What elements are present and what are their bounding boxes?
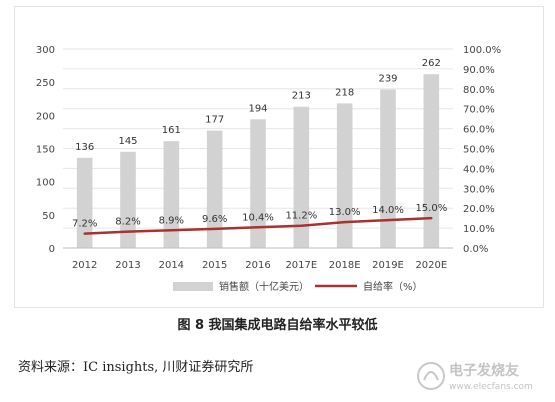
x-tick-label: 2019E	[372, 260, 404, 271]
line-value-label: 11.2%	[285, 211, 317, 222]
bar	[206, 130, 223, 248]
bar-value-label: 239	[378, 73, 397, 84]
line-point	[213, 227, 216, 231]
line-value-label: 7.2%	[72, 219, 97, 230]
line-value-label: 8.2%	[115, 217, 140, 228]
bar	[120, 151, 136, 248]
x-tick-label: 2014	[159, 260, 184, 271]
bar-value-label: 194	[248, 103, 267, 114]
y2-tick-label: 90.0%	[463, 65, 495, 76]
y2-tick-label: 30.0%	[463, 184, 495, 195]
y2-tick-label: 50.0%	[463, 145, 495, 156]
x-tick-label: 2015	[202, 260, 227, 271]
y-tick-label: 0	[49, 244, 55, 255]
bar-value-label: 262	[422, 58, 441, 69]
line-point	[170, 229, 173, 232]
line-point	[126, 230, 130, 233]
line-value-label: 10.4%	[242, 212, 274, 223]
y2-tick-label: 10.0%	[463, 224, 495, 235]
chart: 0 50 100 150 200 250 300 0.0% 10.0% 20.0% 30.0% 40.…	[36, 45, 501, 293]
x-tick-label: 2016	[245, 260, 270, 271]
y2-tick-label: 0.0%	[463, 244, 488, 255]
y2-tick-label: 60.0%	[463, 125, 495, 136]
line-point	[300, 224, 303, 227]
watermark-emblem-icon	[417, 362, 445, 390]
y-tick-label: 150	[36, 145, 55, 156]
x-tick-label: 2018E	[329, 260, 361, 271]
line-value-label: 9.6%	[202, 214, 227, 225]
chart-panel: 0 50 100 150 200 250 300 0.0% 10.0% 20.0% 30.0% 40.…	[14, 6, 544, 308]
x-tick-label: 2020E	[415, 260, 447, 271]
bar-value-label: 213	[292, 91, 311, 102]
x-tick-label: 2013	[115, 260, 140, 271]
legend-label-bars: 销售额（十亿美元）	[219, 280, 309, 293]
figure-caption: 图 8 我国集成电路自给率水平较低	[177, 318, 378, 333]
y2-tick-label: 70.0%	[463, 105, 495, 116]
source-note: 资料来源：IC insights, 川财证券研究所	[18, 360, 254, 375]
line-point	[386, 218, 390, 222]
line-value-label: 14.0%	[372, 205, 404, 216]
line-value-label: 8.9%	[159, 215, 184, 226]
bar-value-label: 177	[205, 115, 224, 126]
bar	[250, 119, 266, 249]
y-tick-label: 50	[42, 211, 55, 222]
line-point	[430, 216, 433, 220]
bar-value-label: 218	[335, 87, 354, 98]
line-point	[256, 226, 260, 229]
y-tick-label: 100	[36, 178, 55, 189]
y-tick-label: 250	[36, 78, 55, 89]
line-point	[343, 220, 346, 224]
bar	[163, 141, 180, 248]
legend-label-line: 自给率（%）	[363, 280, 423, 293]
bar-value-label: 145	[118, 136, 137, 147]
y2-tick-label: 40.0%	[463, 164, 495, 175]
line-value-label: 13.0%	[329, 207, 361, 218]
watermark-en: www.elecfans.com	[449, 382, 533, 392]
watermark-cn: 电子发烧友	[449, 362, 519, 379]
line-value-label: 15.0%	[415, 203, 447, 214]
bar	[293, 106, 310, 249]
y2-tick-label: 80.0%	[463, 85, 495, 96]
bar-value-label: 136	[75, 142, 94, 153]
y-tick-label: 200	[36, 111, 55, 122]
bar-value-label: 161	[162, 125, 181, 136]
y2-tick-label: 20.0%	[463, 204, 495, 215]
y-tick-label: 300	[36, 45, 55, 56]
bar	[423, 74, 440, 248]
bar	[76, 157, 93, 248]
y2-tick-label: 100.0%	[463, 45, 501, 56]
x-tick-label: 2017E	[285, 260, 317, 271]
watermark-logo: 电子发烧友 www.elecfans.com	[417, 362, 533, 392]
legend-swatch-bars	[173, 282, 213, 291]
line-point	[83, 232, 86, 235]
bar	[380, 89, 396, 248]
x-tick-label: 2012	[72, 260, 97, 271]
bar	[336, 103, 353, 248]
